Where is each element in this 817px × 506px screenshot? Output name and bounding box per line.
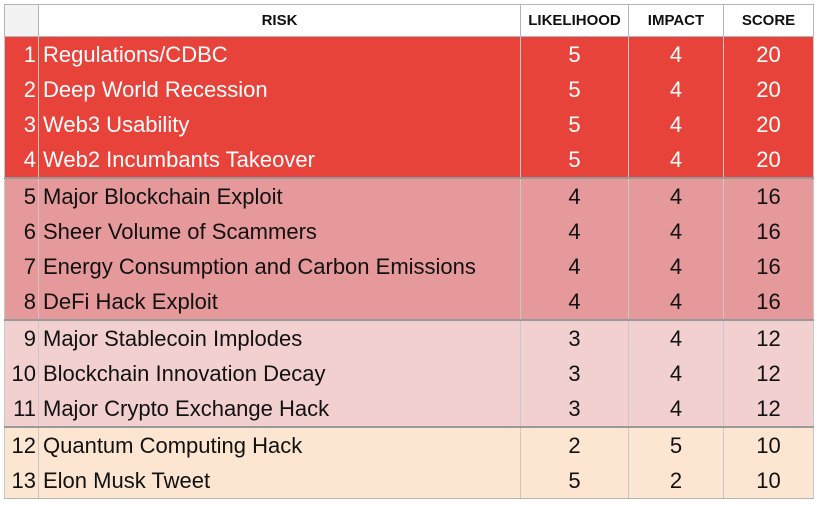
impact-value: 4: [628, 284, 724, 320]
score-value: 12: [723, 356, 814, 391]
likelihood-value: 4: [520, 249, 629, 284]
impact-value: 4: [628, 107, 724, 142]
table-row: 9 Major Stablecoin Implodes 3 4 12: [4, 319, 814, 356]
score-value: 10: [723, 426, 814, 463]
risk-name: Major Stablecoin Implodes: [38, 319, 521, 356]
score-value: 10: [723, 463, 814, 499]
likelihood-value: 5: [520, 142, 629, 178]
table-row: 4 Web2 Incumbants Takeover 5 4 20: [4, 142, 814, 178]
table-row: 6 Sheer Volume of Scammers 4 4 16: [4, 214, 814, 249]
table-row: 5 Major Blockchain Exploit 4 4 16: [4, 177, 814, 214]
header-risk: RISK: [38, 4, 521, 37]
impact-value: 4: [628, 72, 724, 107]
risk-name: Blockchain Innovation Decay: [38, 356, 521, 391]
risk-name: Sheer Volume of Scammers: [38, 214, 521, 249]
table-row: 12 Quantum Computing Hack 2 5 10: [4, 426, 814, 463]
score-value: 20: [723, 142, 814, 178]
impact-value: 4: [628, 177, 724, 214]
risk-table-container: RISK LIKELIHOOD IMPACT SCORE 1 Regulation…: [4, 4, 814, 499]
likelihood-value: 4: [520, 214, 629, 249]
header-row: RISK LIKELIHOOD IMPACT SCORE: [4, 4, 814, 37]
likelihood-value: 4: [520, 284, 629, 320]
table-row: 7 Energy Consumption and Carbon Emissions…: [4, 249, 814, 284]
impact-value: 4: [628, 214, 724, 249]
table-row: 13 Elon Musk Tweet 5 2 10: [4, 463, 814, 499]
likelihood-value: 5: [520, 36, 629, 72]
impact-value: 4: [628, 36, 724, 72]
score-value: 12: [723, 391, 814, 427]
score-value: 12: [723, 319, 814, 356]
row-number: 3: [4, 107, 39, 142]
likelihood-value: 3: [520, 356, 629, 391]
risk-rows: 1 Regulations/CDBC 5 4 20 2 Deep World Recessi…: [4, 36, 814, 499]
likelihood-value: 3: [520, 319, 629, 356]
row-number: 10: [4, 356, 39, 391]
table-row: 11 Major Crypto Exchange Hack 3 4 12: [4, 391, 814, 427]
row-number: 5: [4, 177, 39, 214]
likelihood-value: 3: [520, 391, 629, 427]
score-value: 16: [723, 249, 814, 284]
likelihood-value: 2: [520, 426, 629, 463]
table-row: 1 Regulations/CDBC 5 4 20: [4, 36, 814, 72]
row-number: 6: [4, 214, 39, 249]
risk-name: Web2 Incumbants Takeover: [38, 142, 521, 178]
header-likelihood: LIKELIHOOD: [520, 4, 629, 37]
risk-name: Quantum Computing Hack: [38, 426, 521, 463]
risk-name: DeFi Hack Exploit: [38, 284, 521, 320]
impact-value: 4: [628, 356, 724, 391]
score-value: 16: [723, 177, 814, 214]
score-value: 20: [723, 107, 814, 142]
impact-value: 4: [628, 142, 724, 178]
header-impact: IMPACT: [628, 4, 724, 37]
likelihood-value: 5: [520, 463, 629, 499]
header-number: [4, 4, 39, 37]
likelihood-value: 5: [520, 72, 629, 107]
table-row: 10 Blockchain Innovation Decay 3 4 12: [4, 356, 814, 391]
risk-table: RISK LIKELIHOOD IMPACT SCORE 1 Regulation…: [4, 4, 814, 499]
score-value: 20: [723, 36, 814, 72]
risk-name: Web3 Usability: [38, 107, 521, 142]
row-number: 7: [4, 249, 39, 284]
table-row: 8 DeFi Hack Exploit 4 4 16: [4, 284, 814, 320]
risk-name: Elon Musk Tweet: [38, 463, 521, 499]
impact-value: 5: [628, 426, 724, 463]
impact-value: 2: [628, 463, 724, 499]
risk-name: Deep World Recession: [38, 72, 521, 107]
risk-name: Energy Consumption and Carbon Emissions: [38, 249, 521, 284]
header-score: SCORE: [723, 4, 814, 37]
row-number: 11: [4, 391, 39, 427]
likelihood-value: 5: [520, 107, 629, 142]
table-row: 3 Web3 Usability 5 4 20: [4, 107, 814, 142]
table-row: 2 Deep World Recession 5 4 20: [4, 72, 814, 107]
row-number: 1: [4, 36, 39, 72]
row-number: 13: [4, 463, 39, 499]
score-value: 16: [723, 284, 814, 320]
risk-name: Major Crypto Exchange Hack: [38, 391, 521, 427]
row-number: 2: [4, 72, 39, 107]
risk-name: Major Blockchain Exploit: [38, 177, 521, 214]
impact-value: 4: [628, 391, 724, 427]
row-number: 12: [4, 426, 39, 463]
score-value: 16: [723, 214, 814, 249]
likelihood-value: 4: [520, 177, 629, 214]
score-value: 20: [723, 72, 814, 107]
row-number: 4: [4, 142, 39, 178]
row-number: 8: [4, 284, 39, 320]
impact-value: 4: [628, 319, 724, 356]
impact-value: 4: [628, 249, 724, 284]
row-number: 9: [4, 319, 39, 356]
risk-name: Regulations/CDBC: [38, 36, 521, 72]
